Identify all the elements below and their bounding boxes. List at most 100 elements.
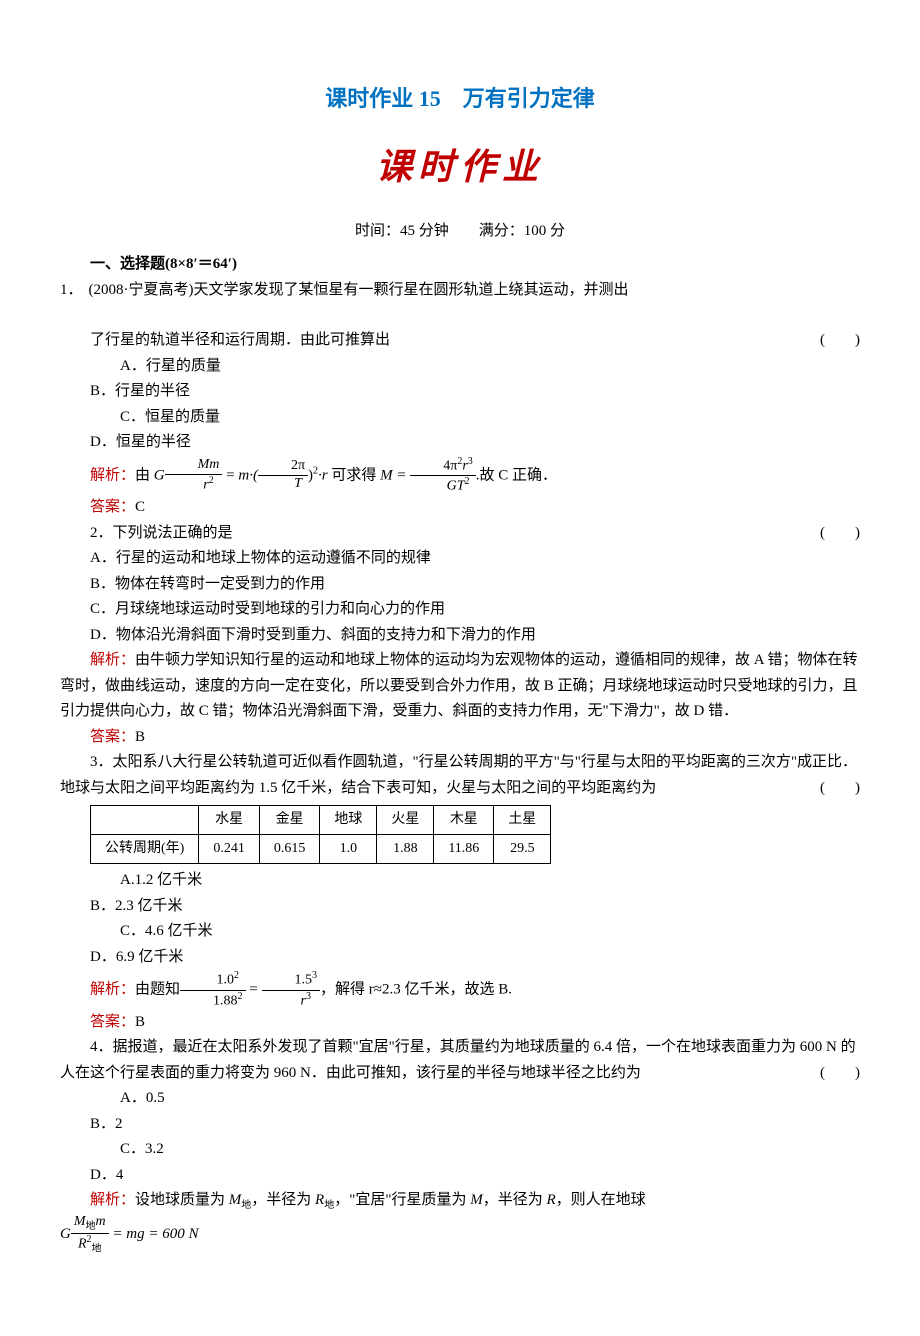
q2-jiexi-text: 由牛顿力学知识知行星的运动和地球上物体的运动均为宏观物体的运动，遵循相同的规律，… [60,652,858,719]
q1-jiexi-mid2: .故 C 正确． [476,467,557,483]
page-title: 课时作业 15 万有引力定律 [60,80,860,117]
q2-ans: B [135,729,145,745]
th-earth: 地球 [320,806,377,835]
f4-sub2: 地 [92,1244,102,1255]
q4-mid4: ，则人在地球 [556,1192,646,1208]
q1-stem2-text: 了行星的轨道半径和运行周期．由此可推算出 [90,332,390,348]
q3-table: 水星 金星 地球 火星 木星 土星 公转周期(年) 0.241 0.615 1.… [90,805,551,864]
q1-paren: ( ) [790,328,860,354]
f1-4pi: 4π [443,458,457,473]
th-jupiter: 木星 [434,806,494,835]
td-2: 1.0 [320,835,377,864]
q1-jiexi-mid1: 可求得 [331,467,380,483]
q1-options-row1: A．行星的质量 B．行星的半径 [60,354,860,405]
q3-optD: D．6.9 亿千米 [60,945,444,971]
jiexi-label: 解析： [90,981,135,997]
q3-optB: B．2.3 亿千米 [60,894,444,920]
f1-eq1: = [222,467,238,483]
q4-sub2: 地 [324,1200,334,1211]
f3-n1: 1.0 [217,973,235,988]
q4-optD: D．4 [60,1163,444,1189]
f1-frac3: 4π2r3GT2 [410,456,476,496]
q1-stem-line1: (2008·宁夏高考)天文学家发现了某恒星有一颗行星在圆形轨道上绕其运动，并测出 [89,278,860,304]
f4-m: m [96,1214,106,1229]
jiexi-label: 解析： [90,467,135,483]
q1-stem-line2: 了行星的轨道半径和运行周期．由此可推算出 ( ) [60,328,860,354]
q2-paren: ( ) [790,521,860,547]
q1-optB: B．行星的半径 [60,379,444,405]
q2-answer: 答案：B [60,725,860,751]
q3-jiexi-post: ，解得 r≈2.3 亿千米，故选 B. [320,981,512,997]
f1-M: M = [380,467,410,483]
f1-T: T [294,476,302,491]
q1-optC: C．恒星的质量 [90,405,474,431]
q4-options-row1: A．0.5 B．2 [60,1086,860,1137]
q3-stem-text: 3．太阳系八大行星公转轨道可近似看作圆轨道，"行星公转周期的平方"与"行星与太阳… [60,754,857,796]
q3-paren: ( ) [790,776,860,802]
f4-frac: M地mR2地 [71,1214,109,1255]
q4-formula: GM地mR2地 = mg = 600 N [60,1214,860,1255]
q4-stem-text: 4．据报道，最近在太阳系外发现了首颗"宜居"行星，其质量约为地球质量的 6.4 … [60,1039,856,1081]
q1-number: 1． [60,278,89,304]
f4-G: G [60,1227,71,1243]
q3-optA: A.1.2 亿千米 [90,868,474,894]
td-1: 0.615 [259,835,320,864]
q4-paren: ( ) [790,1061,860,1087]
q4-mid3: ，半径为 [483,1192,547,1208]
q1-jiexi: 解析：由 GMmr2 = m·(2πT)2·r 可求得 M = 4π2r3GT2… [60,456,860,496]
td-0: 0.241 [199,835,260,864]
q3-stem: 3．太阳系八大行星公转轨道可近似看作圆轨道，"行星公转周期的平方"与"行星与太阳… [60,750,860,801]
q2-optA: A．行星的运动和地球上物体的运动遵循不同的规律 [60,546,860,572]
th-blank [91,806,199,835]
q3-answer: 答案：B [60,1010,860,1036]
q2-stem: 2．下列说法正确的是 ( ) [60,521,860,547]
q4-options-row2: C．3.2 D．4 [60,1137,860,1188]
table-header-row: 水星 金星 地球 火星 木星 土星 [91,806,551,835]
q1-optA: A．行星的质量 [90,354,474,380]
q1-optD: D．恒星的半径 [60,430,444,456]
q3-ans: B [135,1014,145,1030]
q4-eq-end: = mg = 600 N [109,1227,199,1243]
q3-optC: C．4.6 亿千米 [90,919,474,945]
q1-ans: C [135,499,145,515]
q2-stem-text: 2．下列说法正确的是 [90,525,233,541]
q4-sub1: 地 [241,1200,251,1211]
q4-optB: B．2 [60,1112,444,1138]
q4-M2: M [470,1192,483,1208]
th-venus: 金星 [259,806,320,835]
q4-jiexi: 解析：设地球质量为 M地，半径为 R地，"宜居"行星质量为 M，半径为 R，则人… [60,1188,860,1214]
q2-optC: C．月球绕地球运动时受到地球的引力和向心力的作用 [60,597,860,623]
f1-frac2: 2πT [258,458,308,493]
q4-mid2: ，"宜居"行星质量为 [334,1192,470,1208]
table-row: 公转周期(年) 0.241 0.615 1.0 1.88 11.86 29.5 [91,835,551,864]
f1-m: m·( [238,467,258,483]
jiexi-label: 解析： [90,652,135,668]
q1-answer: 答案：C [60,495,860,521]
td-row-label: 公转周期(年) [91,835,199,864]
q1-block: 1． (2008·宁夏高考)天文学家发现了某恒星有一颗行星在圆形轨道上绕其运动，… [60,278,860,304]
f1-Mm: Mm [198,457,220,472]
f3-frac1: 1.021.882 [180,970,246,1010]
f1-GT2: GT [447,479,465,494]
ans-label: 答案： [90,499,135,515]
q1-options-row2: C．恒星的质量 D．恒星的半径 [60,405,860,456]
q4-optC: C．3.2 [90,1137,474,1163]
q4-mid1: ，半径为 [251,1192,315,1208]
f1-G: G [154,467,165,483]
th-mars: 火星 [377,806,434,835]
q4-R1: R [315,1192,324,1208]
jiexi-label: 解析： [90,1192,135,1208]
q2-optD: D．物体沿光滑斜面下滑时受到重力、斜面的支持力和下滑力的作用 [60,623,860,649]
q3-jiexi-pre: 由题知 [135,981,180,997]
q3-options-row2: C．4.6 亿千米 D．6.9 亿千米 [60,919,860,970]
f4-M: M [74,1214,86,1229]
section-1-heading: 一、选择题(8×8′＝64′) [60,252,860,278]
f3-frac2: 1.53r3 [262,970,321,1010]
f4-sub1: 地 [86,1221,96,1232]
subtitle-calligraphy: 课时作业 [60,137,860,198]
q4-M1: M [229,1192,242,1208]
f1-frac1: Mmr2 [165,457,223,494]
q2-jiexi: 解析：由牛顿力学知识知行星的运动和地球上物体的运动均为宏观物体的运动，遵循相同的… [60,648,860,725]
f4-R: R [78,1237,87,1252]
q4-stem: 4．据报道，最近在太阳系外发现了首颗"宜居"行星，其质量约为地球质量的 6.4 … [60,1035,860,1086]
